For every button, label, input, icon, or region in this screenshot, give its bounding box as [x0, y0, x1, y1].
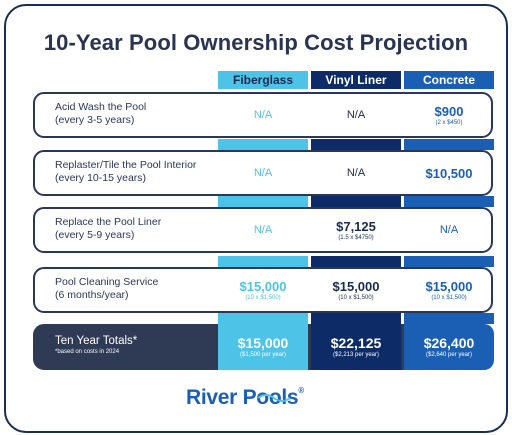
- totals-row: Ten Year Totals* *based on costs in 2024…: [33, 324, 494, 370]
- cell-concrete: $900 (2 x $450): [404, 94, 494, 136]
- row-label-frequency: (every 10-15 years): [55, 172, 147, 184]
- cell-calculation: (1.5 x $4750): [338, 234, 374, 241]
- column-strip: [311, 256, 401, 267]
- cell-value: $900: [434, 103, 464, 119]
- cell-calculation: (2 x $450): [435, 119, 463, 126]
- cell-concrete: $15,000 (10 x $1,500): [404, 269, 494, 311]
- cost-row-acid-wash: Acid Wash the Pool (every 3-5 years) N/A…: [33, 92, 493, 138]
- column-strip: [218, 313, 308, 324]
- cell-calculation: (10 x $1,500): [431, 294, 467, 301]
- cost-row-liner: Replace the Pool Liner (every 5-9 years)…: [33, 207, 493, 253]
- logo-text-river: River: [186, 386, 238, 409]
- cell-calculation: (10 x $1,500): [245, 294, 281, 301]
- wave-icon: [257, 394, 291, 402]
- row-label-title: Replace the Pool Liner: [55, 216, 162, 228]
- cell-concrete: N/A: [404, 209, 494, 251]
- column-header-concrete: Concrete: [404, 71, 494, 89]
- river-pools-logo: River Pools®: [186, 386, 326, 416]
- column-header-vinyl-liner: Vinyl Liner: [311, 71, 401, 89]
- cell-value: N/A: [346, 166, 366, 179]
- totals-title: Ten Year Totals*: [55, 335, 138, 347]
- row-label-title: Acid Wash the Pool: [55, 101, 147, 113]
- total-per-year: ($1,500 per year): [239, 351, 287, 358]
- row-label: Pool Cleaning Service (6 months/year): [55, 276, 225, 302]
- cell-vinyl: $15,000 (10 x $1,500): [311, 269, 401, 311]
- column-header-fiberglass: Fiberglass: [218, 71, 308, 89]
- cell-value: $10,500: [425, 165, 473, 181]
- registered-mark: ®: [298, 386, 304, 395]
- cell-concrete: $10,500: [404, 152, 494, 194]
- cost-row-replaster: Replaster/Tile the Pool Interior (every …: [33, 150, 493, 196]
- cell-value: N/A: [253, 223, 273, 236]
- page-title: 10-Year Pool Ownership Cost Projection: [43, 30, 469, 55]
- cell-vinyl: $7,125 (1.5 x $4750): [311, 209, 401, 251]
- cell-value: N/A: [253, 108, 273, 121]
- row-label: Acid Wash the Pool (every 3-5 years): [55, 101, 225, 127]
- column-strip: [311, 196, 401, 207]
- total-vinyl: $22,125 ($2,213 per year): [311, 324, 401, 370]
- cell-value: $7,125: [336, 218, 376, 234]
- column-strip: [311, 313, 401, 324]
- logo-text-pools: Pools: [242, 386, 299, 409]
- row-label: Replace the Pool Liner (every 5-9 years): [55, 216, 225, 242]
- total-value: $15,000: [237, 334, 289, 351]
- cell-value: $15,000: [332, 278, 380, 294]
- cell-value: N/A: [346, 108, 366, 121]
- cell-vinyl: N/A: [311, 94, 401, 136]
- cell-fiberglass: N/A: [218, 94, 308, 136]
- total-concrete: $26,400 ($2,640 per year): [404, 324, 494, 370]
- cell-calculation: (10 x $1,500): [338, 294, 374, 301]
- row-label-frequency: (6 months/year): [55, 289, 129, 301]
- cell-fiberglass: N/A: [218, 152, 308, 194]
- column-strip: [404, 313, 494, 324]
- totals-label: Ten Year Totals* *based on costs in 2024: [55, 335, 225, 357]
- total-value: $26,400: [423, 334, 475, 351]
- total-value: $22,125: [330, 334, 382, 351]
- column-strip: [218, 256, 308, 267]
- row-label: Replaster/Tile the Pool Interior (every …: [55, 159, 225, 185]
- cell-fiberglass: $15,000 (10 x $1,500): [218, 269, 308, 311]
- cost-row-cleaning: Pool Cleaning Service (6 months/year) $1…: [33, 267, 493, 313]
- column-strip: [218, 196, 308, 207]
- total-fiberglass: $15,000 ($1,500 per year): [218, 324, 308, 370]
- cell-value: $15,000: [239, 278, 287, 294]
- total-per-year: ($2,213 per year): [332, 351, 380, 358]
- cell-value: $15,000: [425, 278, 473, 294]
- cell-value: N/A: [439, 223, 459, 236]
- column-strip: [404, 139, 494, 150]
- cell-value: N/A: [253, 166, 273, 179]
- total-per-year: ($2,640 per year): [425, 351, 473, 358]
- cell-fiberglass: N/A: [218, 209, 308, 251]
- column-strip: [404, 196, 494, 207]
- row-label-title: Pool Cleaning Service: [55, 276, 159, 288]
- column-strip: [311, 139, 401, 150]
- row-label-frequency: (every 3-5 years): [55, 114, 135, 126]
- row-label-title: Replaster/Tile the Pool Interior: [55, 159, 197, 171]
- cell-vinyl: N/A: [311, 152, 401, 194]
- totals-footnote: *based on costs in 2024: [55, 349, 120, 355]
- column-strip: [218, 139, 308, 150]
- column-strip: [404, 256, 494, 267]
- row-label-frequency: (every 5-9 years): [55, 229, 135, 241]
